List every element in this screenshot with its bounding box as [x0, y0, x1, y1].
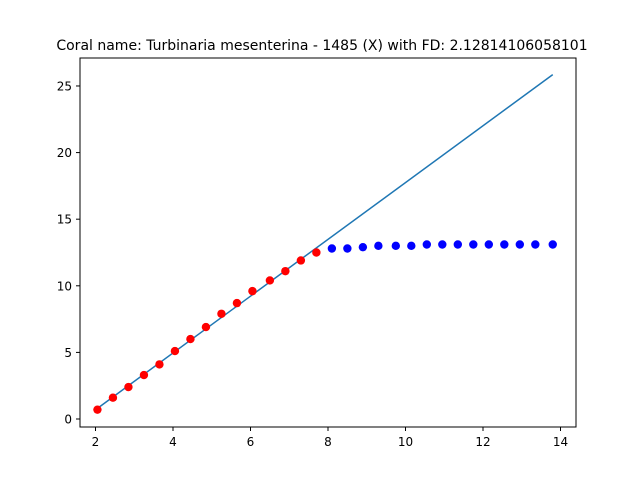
data-point-series-1	[358, 242, 368, 252]
data-point-series-0	[312, 248, 321, 257]
data-point-series-0	[108, 393, 118, 402]
data-point-series-0	[170, 346, 180, 356]
data-point-series-1	[407, 241, 416, 251]
chart-marks	[93, 74, 557, 414]
data-point-series-0	[232, 298, 242, 308]
x-tick-label: 10	[398, 435, 413, 449]
y-tick-label: 20	[57, 146, 72, 160]
y-tick-label: 0	[64, 413, 72, 427]
data-point-series-1	[500, 240, 509, 249]
data-point-series-0	[155, 360, 164, 369]
data-point-series-1	[469, 240, 478, 249]
data-point-series-0	[296, 256, 306, 265]
data-point-series-0	[201, 322, 211, 332]
data-point-series-1	[438, 240, 447, 249]
data-point-series-1	[548, 240, 557, 249]
data-point-series-1	[453, 240, 463, 249]
x-tick-label: 14	[553, 435, 568, 449]
data-point-series-0	[139, 370, 149, 380]
plot-area	[93, 74, 557, 414]
data-point-series-1	[484, 240, 494, 249]
y-tick-label: 15	[57, 213, 72, 227]
data-point-series-0	[248, 286, 257, 296]
data-point-series-1	[531, 240, 540, 249]
y-tick-label: 5	[64, 346, 72, 360]
y-tick-label: 10	[57, 279, 72, 293]
data-point-series-0	[124, 382, 133, 392]
data-point-series-1	[327, 244, 337, 253]
chart-title: Coral name: Turbinaria mesenterina - 148…	[56, 38, 587, 54]
data-point-series-1	[391, 241, 401, 251]
data-point-series-1	[515, 240, 525, 249]
data-point-series-0	[93, 405, 102, 414]
x-tick-label: 2	[92, 435, 100, 449]
x-tick-label: 12	[475, 435, 490, 449]
data-point-series-0	[265, 276, 275, 285]
data-point-series-1	[374, 241, 383, 251]
data-point-series-0	[217, 309, 226, 318]
data-point-series-0	[281, 266, 290, 276]
y-tick-label: 25	[57, 79, 72, 93]
data-point-series-1	[422, 240, 432, 249]
axes: 2 4 6 8 10 12 14 0 5 10 15 20 25	[57, 57, 577, 449]
data-point-series-1	[343, 244, 352, 253]
data-point-series-0	[186, 334, 195, 344]
x-tick-label: 8	[324, 435, 332, 449]
x-tick-label: 6	[247, 435, 255, 449]
x-tick-label: 4	[169, 435, 177, 449]
